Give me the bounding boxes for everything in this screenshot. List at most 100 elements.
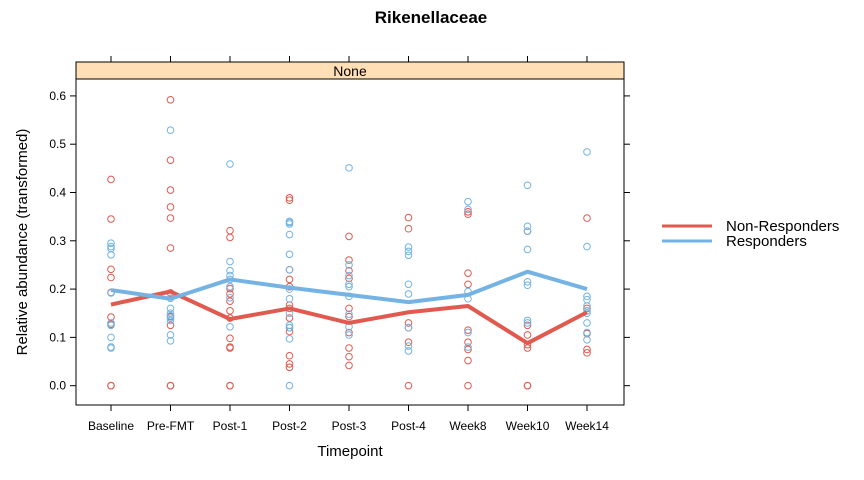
x-tick-labels: Baseline Pre-FMT Post-1 Post-2 Post-3 Post-4 W…: [88, 419, 609, 433]
point-responders-8-1: [583, 242, 591, 251]
legend: Non-Responders Responders: [662, 218, 839, 250]
point-non-responders-4-6: [345, 328, 353, 337]
point-responders-0-4: [107, 289, 115, 297]
point-non-responders-2-5: [226, 307, 234, 315]
point-responders-7-6: [523, 316, 532, 325]
point-responders-6-4: [464, 328, 472, 337]
x-axis-label: Timepoint: [317, 443, 383, 460]
point-responders-7-0: [523, 181, 532, 190]
point-non-responders-1-10: [166, 381, 175, 390]
point-responders-0-7: [107, 333, 115, 342]
point-responders-1-6: [166, 316, 175, 325]
point-non-responders-2-7: [226, 334, 234, 343]
point-responders-6-5: [464, 343, 472, 351]
point-non-responders-5-1: [404, 224, 413, 233]
point-non-responders-3-11: [285, 360, 294, 368]
y-tick-labels: 0.0 0.1 0.2 0.3 0.4 0.5 0.6: [49, 89, 66, 393]
point-non-responders-3-7: [285, 314, 294, 322]
point-responders-5-4: [404, 290, 413, 298]
plot-panel: [75, 78, 625, 406]
point-non-responders-4-1: [345, 256, 353, 264]
point-responders-8-0: [583, 148, 591, 156]
point-responders-3-11: [285, 335, 294, 343]
point-non-responders-2-4: [226, 297, 234, 305]
point-non-responders-3-0: [285, 194, 294, 202]
point-responders-4-3: [345, 280, 353, 289]
x-tick-label-2: Post-1: [213, 419, 248, 433]
point-non-responders-7-2: [523, 331, 532, 339]
point-non-responders-6-2: [464, 269, 472, 277]
point-non-responders-4-5: [345, 312, 353, 321]
point-responders-3-4: [285, 250, 294, 259]
point-non-responders-2-11: [226, 381, 234, 390]
point-non-responders-6-4: [464, 326, 472, 334]
point-responders-3-12: [285, 381, 294, 390]
point-responders-4-8: [345, 331, 353, 339]
point-responders-4-2: [345, 271, 353, 280]
point-responders-7-4: [523, 278, 532, 286]
point-responders-8-7: [583, 319, 591, 327]
point-non-responders-1-3: [166, 203, 175, 211]
point-responders-7-2: [523, 227, 532, 235]
point-non-responders-6-0: [464, 208, 472, 216]
x-tick-label-7: Week10: [506, 419, 550, 433]
legend-label-responders: Responders: [726, 233, 807, 250]
point-non-responders-6-7: [464, 356, 472, 365]
point-responders-4-6: [345, 310, 353, 319]
point-responders-0-9: [107, 344, 115, 352]
point-responders-0-3: [107, 250, 115, 259]
point-responders-1-8: [166, 336, 175, 345]
point-responders-2-0: [226, 160, 234, 168]
point-non-responders-8-1: [583, 304, 591, 313]
point-responders-8-9: [583, 336, 591, 344]
point-non-responders-5-4: [404, 338, 413, 347]
point-responders-0-5: [107, 319, 115, 327]
point-non-responders-4-0: [345, 232, 353, 241]
point-non-responders-8-3: [583, 345, 591, 354]
point-non-responders-2-1: [226, 233, 234, 242]
point-responders-2-6: [226, 293, 234, 302]
legend-label-non-responders: Non-Responders: [726, 218, 839, 235]
point-non-responders-4-8: [345, 352, 353, 361]
point-responders-5-7: [404, 347, 413, 355]
point-non-responders-6-8: [464, 381, 472, 390]
point-non-responders-4-4: [345, 304, 353, 313]
y-axis-label: Relative abundance (transformed): [14, 129, 31, 356]
point-non-responders-0-8: [107, 381, 115, 390]
point-responders-1-3: [166, 309, 175, 318]
point-non-responders-6-3: [464, 280, 472, 289]
point-non-responders-1-0: [166, 95, 175, 104]
point-responders-7-5: [523, 281, 532, 290]
point-responders-0-0: [107, 239, 115, 248]
point-responders-3-3: [285, 230, 294, 239]
x-tick-label-0: Baseline: [88, 419, 134, 433]
point-responders-3-10: [285, 323, 294, 332]
point-non-responders-7-6: [523, 381, 532, 390]
point-non-responders-1-5: [166, 244, 175, 252]
y-tick-label-1: 0.1: [49, 330, 66, 344]
point-responders-5-1: [404, 247, 413, 256]
point-responders-4-0: [345, 164, 353, 172]
point-responders-0-6: [107, 321, 115, 330]
point-responders-0-1: [107, 242, 115, 251]
x-tick-label-4: Post-3: [332, 419, 367, 433]
point-responders-1-0: [166, 126, 175, 134]
x-tick-label-3: Post-2: [272, 419, 307, 433]
point-responders-4-1: [345, 261, 353, 269]
point-non-responders-1-8: [166, 321, 175, 330]
point-responders-6-0: [464, 197, 472, 206]
point-responders-2-7: [226, 322, 234, 331]
series-lines: [110, 269, 588, 346]
point-non-responders-3-1: [285, 196, 294, 205]
point-responders-1-5: [166, 314, 175, 322]
point-responders-3-5: [285, 265, 294, 274]
point-responders-2-2: [226, 266, 234, 275]
chart-title: Rikenellaceae: [375, 8, 487, 27]
point-non-responders-1-2: [166, 186, 175, 194]
x-tick-label-8: Week14: [565, 419, 609, 433]
y-tick-label-3: 0.3: [49, 234, 66, 248]
y-tick-label-2: 0.2: [49, 282, 66, 296]
point-non-responders-1-4: [166, 214, 175, 222]
point-non-responders-6-6: [464, 345, 472, 354]
